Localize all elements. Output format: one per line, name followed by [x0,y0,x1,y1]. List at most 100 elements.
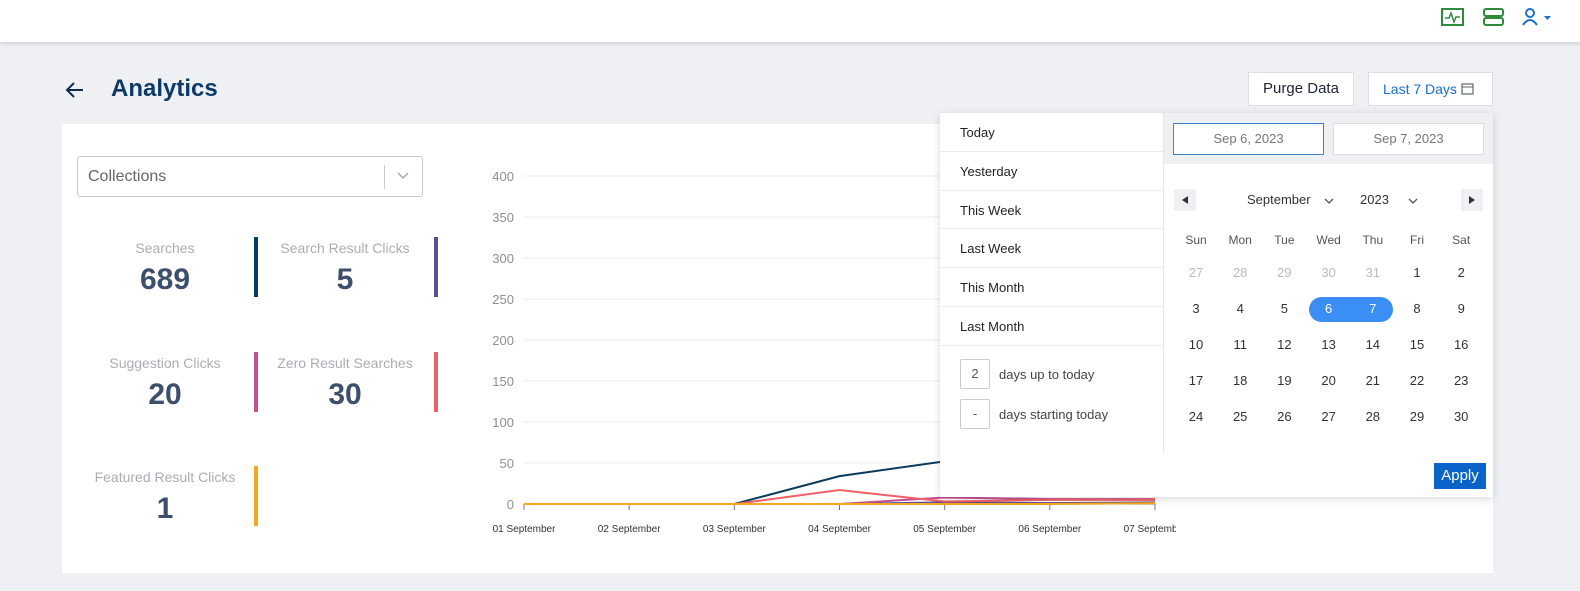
range-button[interactable]: Last 7 Days [1368,72,1493,106]
select-chevron [1323,194,1335,212]
y-tick-label: 200 [492,333,514,348]
calendar-day[interactable]: 19 [1277,373,1292,388]
picker-divider [1163,113,1164,453]
y-tick-label: 300 [492,251,514,266]
x-tick-label: 07 September [1124,524,1187,535]
page-title: Analytics [111,75,218,102]
y-tick-label: 250 [492,292,514,307]
calendar-day[interactable]: 25 [1232,409,1248,424]
calendar-day[interactable]: 26 [1277,409,1292,424]
calendar-day[interactable]: 10 [1188,337,1204,352]
select-chevron [397,172,409,180]
monitor-icon[interactable] [1441,8,1464,26]
back-arrow[interactable] [64,80,86,100]
next-month[interactable] [1461,189,1483,211]
stat-label: Search Result Clicks [280,240,410,256]
y-tick-label: 400 [492,169,514,184]
user-icon[interactable] [1525,8,1535,18]
end-date-input[interactable]: Sep 7, 2023 [1333,123,1484,155]
calendar-day[interactable]: 5 [1280,301,1288,316]
preset-option[interactable]: This Week [940,191,1163,230]
calendar-day[interactable]: 16 [1453,337,1469,352]
month-select[interactable]: September [1247,192,1311,207]
relative-input[interactable]: - [960,399,990,429]
preset-option[interactable]: Last Week [940,229,1163,269]
y-tick-label: 50 [500,456,514,471]
calendar-day[interactable]: 11 [1233,337,1247,352]
calendar-day[interactable]: 13 [1321,337,1336,352]
select-divider [384,165,385,189]
monitor-icon-line [1445,10,1460,25]
calendar-day[interactable]: 4 [1236,301,1244,316]
calendar-day[interactable]: 27 [1188,265,1204,280]
calendar-day[interactable]: 29 [1409,409,1425,424]
server-icon-bottom [1483,17,1504,26]
preset-option[interactable]: This Month [940,268,1163,307]
calendar-day[interactable]: 20 [1321,373,1336,388]
calendar-day[interactable]: 2 [1457,265,1465,280]
apply-button[interactable]: Apply [1434,463,1486,489]
range-label: Last 7 Days [1383,81,1457,97]
weekday: Tue [1274,233,1295,247]
weekday: Fri [1410,233,1424,247]
date-picker: Today Yesterday This Week Last Week This Mon… [940,113,1493,497]
preset-option[interactable]: Today [940,113,1163,152]
calendar-day[interactable]: 30 [1453,409,1469,424]
calendar-day[interactable]: 28 [1365,409,1381,424]
stat-value: 20 [148,378,182,411]
calendar-day[interactable]: 17 [1188,373,1204,388]
stat-bar [254,466,258,526]
stat-bar [434,352,438,412]
stat-label: Featured Result Clicks [94,469,236,485]
purge-button[interactable]: Purge Data [1248,72,1354,106]
preset-option[interactable]: Yesterday [940,152,1163,191]
calendar-day[interactable]: 22 [1409,373,1425,388]
toolbar-icons [1441,8,1551,26]
year-select[interactable]: 2023 [1360,192,1389,207]
relative-label: days starting today [999,407,1109,422]
calendar-day[interactable]: 21 [1365,373,1381,388]
calendar-day[interactable]: 6 [1324,301,1333,316]
calendar-day[interactable]: 29 [1277,265,1292,280]
stat-label: Searches [135,240,195,256]
calendar-day[interactable]: 31 [1365,265,1381,280]
calendar-day[interactable]: 3 [1192,301,1200,316]
stat-label: Suggestion Clicks [109,355,221,371]
calendar-day[interactable]: 9 [1457,301,1465,316]
weekday: Sun [1185,233,1207,247]
stat-bar [434,237,438,297]
start-date-input[interactable]: Sep 6, 2023 [1173,123,1324,155]
range-highlight [1349,297,1393,322]
preset-option[interactable]: Last Month [940,307,1163,346]
calendar-day[interactable]: 28 [1232,265,1248,280]
calendar-day[interactable]: 23 [1453,373,1469,388]
calendar-day[interactable]: 12 [1277,337,1292,352]
select-placeholder: Collections [88,168,167,185]
x-tick-label: 03 September [703,524,766,535]
relative-input[interactable]: 2 [960,359,990,389]
stat-value: 689 [139,263,191,296]
y-tick-label: 0 [507,497,514,512]
stat-label: Zero Result Searches [277,355,413,371]
y-tick-label: 350 [492,210,514,225]
calendar-day[interactable]: 18 [1232,373,1248,388]
calendar-day[interactable]: 7 [1369,301,1377,316]
y-tick-label: 100 [492,415,514,430]
calendar-day[interactable]: 15 [1409,337,1425,352]
weekday: Thu [1362,233,1384,247]
calendar-day[interactable]: 8 [1413,301,1421,316]
calendar-day[interactable]: 30 [1321,265,1336,280]
calendar-day[interactable]: 24 [1188,409,1204,424]
weekday: Mon [1228,233,1252,247]
range-highlight [1308,297,1352,322]
prev-month[interactable] [1174,189,1196,211]
calendar-day[interactable]: 1 [1413,265,1421,280]
calendar-day[interactable]: 14 [1365,337,1381,352]
calendar-day[interactable]: 27 [1321,409,1336,424]
user-caret [1544,16,1551,20]
server-icon[interactable] [1483,8,1504,17]
collections-select[interactable]: Collections [77,156,423,197]
chart: 0 50 100 150 200 250 300 350 400 01 September 02 S… [492,169,1187,535]
stat-bar [254,237,258,297]
select-chevron [1407,194,1419,212]
